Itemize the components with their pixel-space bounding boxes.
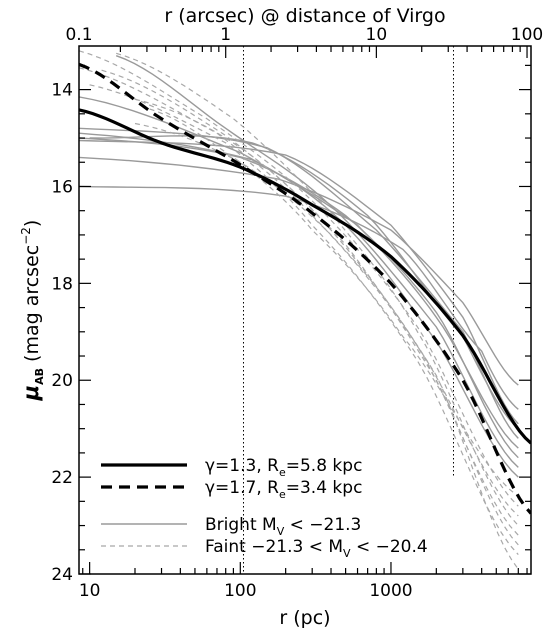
bright-galaxy-profile (79, 185, 519, 410)
y-axis-close: ) (21, 220, 43, 227)
y-axis-sub: AB (33, 368, 46, 385)
legend-label: Bright MV < −21.3 (205, 515, 361, 538)
left-tick-label: 24 (51, 565, 73, 585)
y-axis-title: μAB (mag arcsec−2) (19, 220, 46, 402)
bright-galaxy-profile (115, 55, 519, 468)
bottom-axis-title: r (pc) (279, 607, 330, 629)
left-tick-label: 14 (51, 81, 73, 101)
top-axis-title: r (arcsec) @ distance of Virgo (164, 5, 445, 27)
top-tick-label: 100 (511, 25, 543, 45)
top-tick-label: 1 (220, 25, 231, 45)
bottom-tick-label: 1000 (369, 581, 412, 601)
legend-label: Faint −21.3 < MV < −20.4 (205, 537, 428, 560)
bright-galaxy-profile (79, 139, 519, 425)
faint-galaxy-profile (116, 52, 519, 526)
plot-frame (78, 45, 532, 575)
faint-galaxy-profile (134, 98, 519, 546)
bright-galaxy-profile (79, 156, 519, 386)
faint-galaxy-profile (79, 50, 519, 507)
top-tick-label: 10 (366, 25, 388, 45)
axis-tick-labels: 10 100 1000 0.1 1 10 100 14 16 18 20 22 24 (51, 25, 543, 601)
model-curves (79, 62, 531, 515)
bottom-tick-label: 10 (79, 581, 101, 601)
bottom-tick-label: 100 (224, 581, 256, 601)
faint-galaxy-profile (89, 84, 519, 555)
left-tick-label: 22 (51, 468, 73, 488)
bright-galaxy-profile (89, 135, 519, 430)
bright-galaxy-profile (79, 96, 519, 449)
bright-galaxy-profile (79, 137, 519, 459)
y-axis-rest: (mag arcsec (21, 245, 43, 368)
left-tick-label: 16 (51, 177, 73, 197)
faint-galaxy-profile (79, 67, 519, 536)
y-axis-sup: −2 (19, 227, 33, 245)
faint-galaxy-profile (101, 69, 519, 570)
model-curve-gamma-1-3 (79, 108, 531, 445)
left-tick-label: 18 (51, 274, 73, 294)
left-tick-label: 20 (51, 371, 73, 391)
vertical-reference-lines (242, 46, 454, 574)
y-axis-mu: μ (19, 385, 43, 401)
top-tick-label: 0.1 (65, 25, 92, 45)
legend-label: γ=1.3, Re=5.8 kpc (205, 456, 362, 479)
axis-ticks (79, 46, 531, 575)
model-curve-gamma-1-7 (79, 62, 531, 515)
legend-label: γ=1.7, Re=3.4 kpc (205, 478, 362, 501)
